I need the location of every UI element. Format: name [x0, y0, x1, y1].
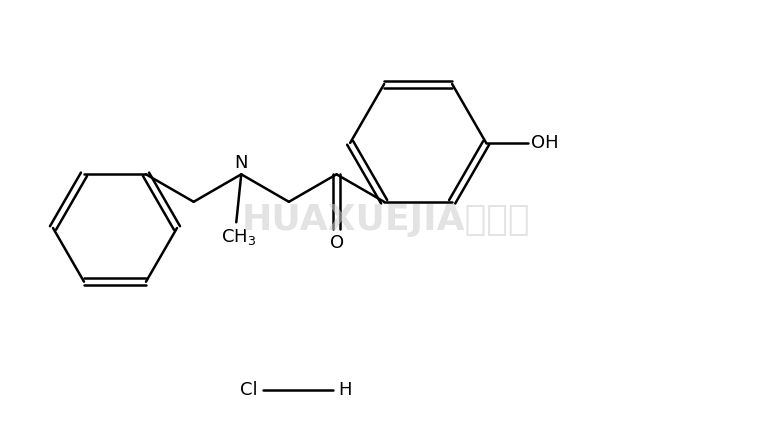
Text: N: N — [235, 154, 248, 172]
Text: OH: OH — [531, 134, 559, 152]
Text: Cl: Cl — [240, 381, 258, 399]
Text: CH$_3$: CH$_3$ — [221, 227, 256, 247]
Text: HUAXUEJIA化学加: HUAXUEJIA化学加 — [242, 203, 530, 237]
Text: H: H — [338, 381, 351, 399]
Text: O: O — [330, 235, 344, 252]
